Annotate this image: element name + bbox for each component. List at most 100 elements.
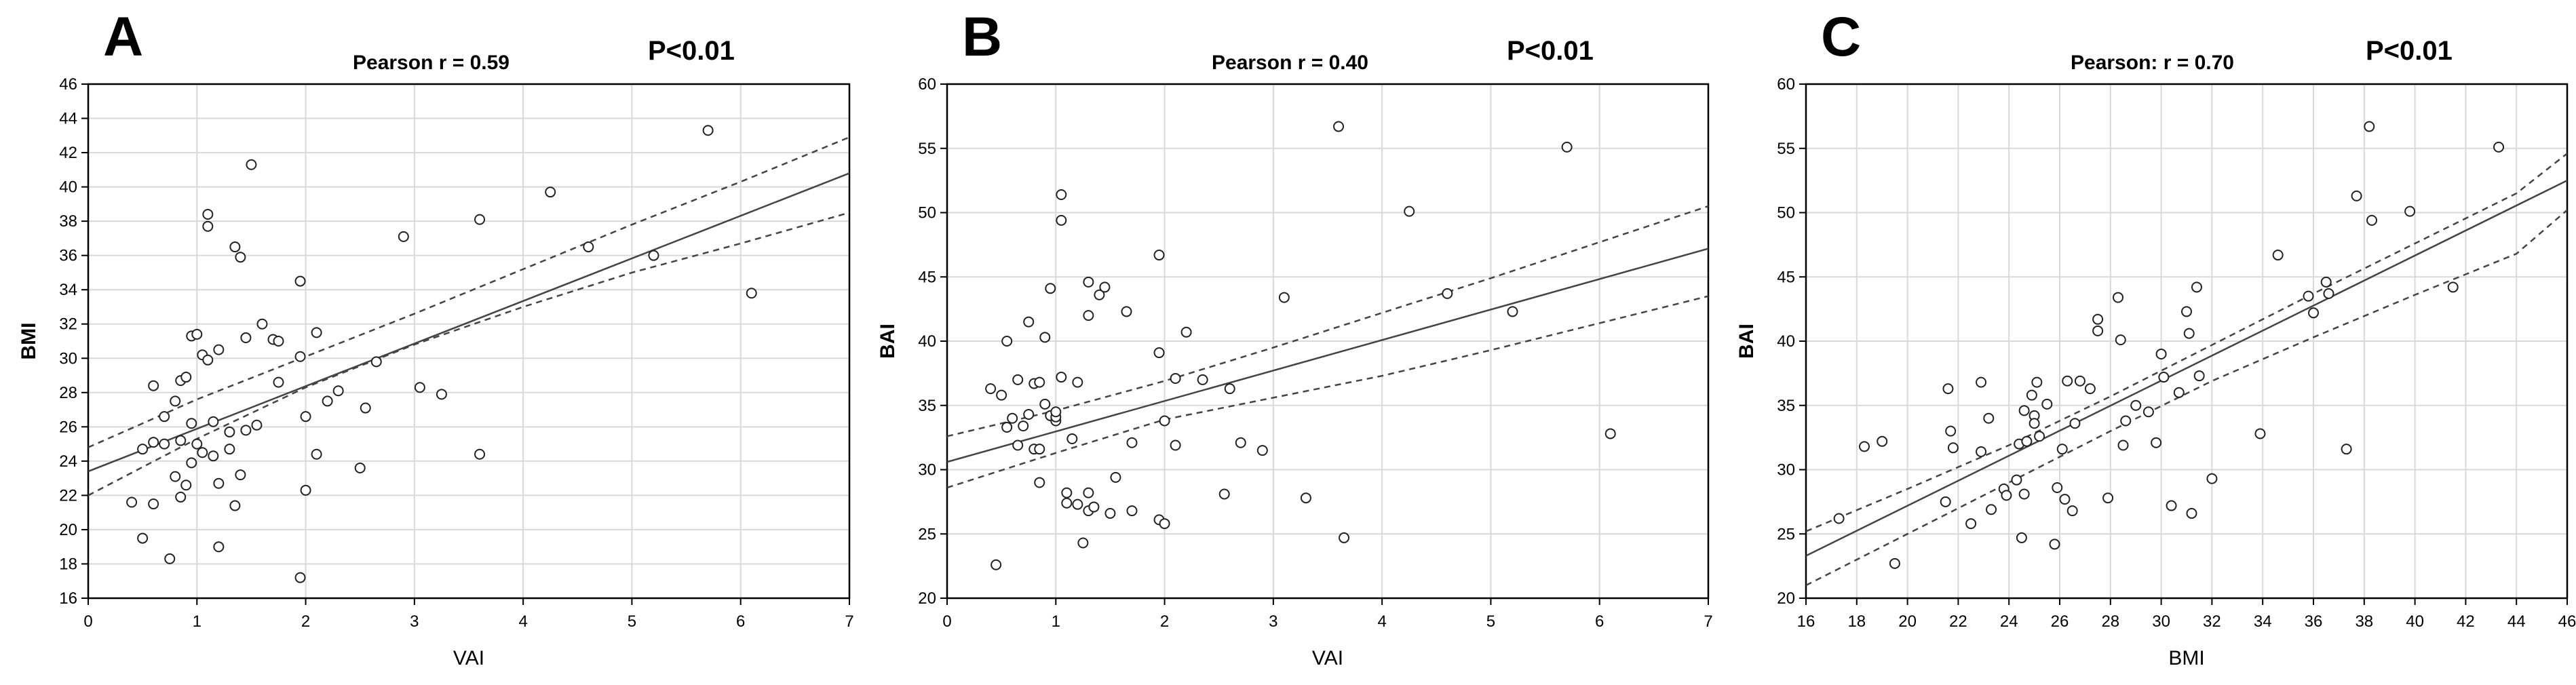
panel-a: 0 1 2 3 4 5 6 7 16 18 20 22 24 26 28 30 32 34 36 38 40 42 44 46… (0, 0, 858, 685)
data-point (300, 411, 311, 423)
x-tick-label: 6 (736, 612, 745, 631)
data-point (1126, 505, 1138, 517)
ci-upper-line (947, 205, 1708, 437)
data-point (2049, 539, 2060, 550)
data-point (202, 209, 214, 220)
x-tick-label: 34 (2254, 612, 2272, 631)
p-value-label: P<0.01 (648, 36, 735, 66)
data-point (1877, 435, 1888, 447)
data-point (474, 448, 486, 460)
y-tick-label: 25 (1777, 525, 1795, 543)
y-tick-label: 24 (59, 452, 77, 471)
data-point (273, 376, 284, 388)
x-tick-label: 46 (2558, 612, 2576, 631)
data-point (180, 480, 192, 491)
ci-lower-line (88, 212, 849, 496)
x-tick-label: 42 (2457, 612, 2475, 631)
y-tick-label: 55 (918, 140, 936, 158)
plot-area (1806, 121, 2567, 587)
x-tick-label: 22 (1949, 612, 1967, 631)
data-point (1007, 412, 1018, 424)
data-point (1942, 383, 1954, 395)
x-axis-label: VAI (1312, 647, 1343, 669)
data-point (648, 250, 659, 261)
data-point (2001, 490, 2012, 501)
x-tick-label: 24 (2000, 612, 2018, 631)
data-point (1940, 496, 1951, 507)
y-tick-label: 22 (59, 486, 77, 505)
data-point (164, 553, 176, 564)
data-point (1339, 532, 1350, 543)
data-point (2404, 206, 2416, 217)
panel-letter: C (1821, 6, 1861, 68)
x-tick-label: 32 (2203, 612, 2221, 631)
x-tick-label: 7 (1704, 612, 1712, 631)
data-point (137, 532, 149, 544)
x-tick-label: 20 (1898, 612, 1917, 631)
x-tick-label: 7 (845, 612, 853, 631)
data-point (256, 318, 268, 330)
data-point (1056, 214, 1067, 226)
data-point (246, 159, 257, 170)
data-point (2254, 428, 2266, 439)
x-tick-label: 36 (2305, 612, 2323, 631)
data-point (294, 275, 306, 287)
y-tick-label: 18 (59, 555, 77, 573)
data-point (126, 496, 138, 508)
data-point (2320, 276, 2332, 288)
data-point (1083, 487, 1094, 498)
data-point (1965, 518, 1977, 530)
chart-a-svg: 0 1 2 3 4 5 6 716182022242628303234363840424446… (18, 6, 854, 669)
data-point (311, 448, 322, 460)
data-point (2173, 387, 2185, 398)
data-point (1947, 442, 1959, 454)
x-tick-label: 16 (1797, 612, 1815, 631)
data-point (251, 419, 263, 431)
y-tick-label: 50 (1777, 204, 1795, 222)
y-tick-label: 45 (1777, 268, 1795, 286)
ci-upper-line (88, 136, 849, 448)
data-point (1012, 439, 1024, 451)
data-point (294, 351, 306, 362)
data-point (1170, 439, 1181, 451)
data-point (1056, 189, 1067, 200)
data-point (1110, 471, 1121, 483)
data-point (224, 426, 235, 437)
data-point (2120, 415, 2132, 427)
data-point (2029, 418, 2040, 429)
data-point (436, 389, 447, 400)
data-point (2303, 290, 2314, 302)
data-point (1094, 289, 1105, 300)
data-point (332, 385, 344, 397)
y-tick-label: 35 (1777, 397, 1795, 415)
plot-area (947, 121, 1708, 570)
data-point (1061, 497, 1073, 509)
data-point (1001, 421, 1013, 433)
data-point (2493, 141, 2505, 153)
data-point (235, 252, 246, 263)
data-point (2016, 532, 2027, 543)
data-point (148, 498, 159, 510)
data-point (1224, 383, 1235, 395)
data-point (191, 328, 203, 340)
data-point (1121, 306, 1132, 317)
data-point (273, 336, 284, 347)
data-point (2018, 405, 2030, 416)
x-tick-label: 40 (2406, 612, 2424, 631)
x-tick-label: 2 (301, 612, 310, 631)
data-point (208, 416, 219, 427)
data-point (2113, 292, 2124, 303)
panel-letter: A (103, 6, 143, 68)
data-point (2183, 328, 2195, 339)
data-point (354, 462, 366, 473)
x-tick-label: 1 (1052, 612, 1060, 631)
data-point (148, 380, 159, 391)
data-point (1126, 437, 1138, 448)
data-point (311, 327, 322, 338)
data-point (1039, 398, 1051, 410)
data-point (186, 457, 197, 469)
data-point (1083, 310, 1094, 321)
data-point (2151, 437, 2162, 448)
data-point (137, 444, 149, 455)
data-point (1180, 326, 1192, 338)
